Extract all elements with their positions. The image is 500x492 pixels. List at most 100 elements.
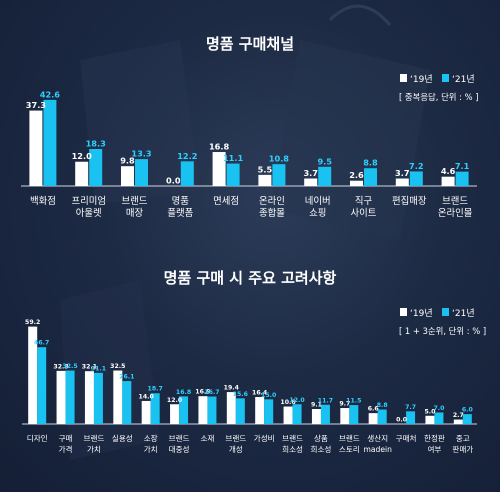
chart0-bar-19-8 xyxy=(395,178,409,186)
chart0-value-21-8: 7.2 xyxy=(409,161,424,171)
chart0-legend-swatch-19 xyxy=(400,74,407,82)
chart1-category-label-9: 희소성 xyxy=(282,444,303,454)
chart1-legend-swatch-19 xyxy=(400,308,407,316)
chart0-category-label-5: 종합몰 xyxy=(259,208,285,219)
chart0-value-21-2: 13.3 xyxy=(131,149,152,159)
chart1-value-21-7: 15.6 xyxy=(233,391,248,398)
chart1-category-label-2: 브랜드 xyxy=(83,433,104,443)
chart0-bar-21-1 xyxy=(89,148,103,186)
chart0-value-19-3: 0.0 xyxy=(166,176,181,186)
chart1-bar-19-4 xyxy=(141,400,151,424)
chart0-value-21-0: 42.6 xyxy=(40,89,61,99)
chart1-bar-19-11 xyxy=(340,408,350,424)
chart1-bar-21-12 xyxy=(377,409,387,424)
chart1-category-label-11: 스토리 xyxy=(339,445,360,454)
chart1-category-label-5: 브랜드 xyxy=(169,433,190,443)
chart0-bar-21-6 xyxy=(318,166,332,186)
chart1-bar-21-14 xyxy=(434,412,444,424)
chart1-bar-21-10 xyxy=(320,404,330,424)
chart1-value-19-4: 14.0 xyxy=(139,393,155,400)
chart0-value-19-8: 3.7 xyxy=(395,168,410,178)
chart1-category-label-7: 브랜드 xyxy=(225,433,246,443)
chart1-legend-label-19: ‘19년 xyxy=(410,308,433,319)
chart1-category-label-5: 대중성 xyxy=(169,445,190,454)
chart1-category-label-14: 여부 xyxy=(427,444,441,454)
chart1-value-21-9: 12.0 xyxy=(289,397,305,404)
chart0-bar-19-9 xyxy=(441,176,455,186)
chart0-category-label-9: 온라인몰 xyxy=(438,208,473,219)
chart1-value-19-15: 2.7 xyxy=(453,412,464,419)
chart1-value-21-10: 11.7 xyxy=(318,397,333,404)
chart1-bar-19-15 xyxy=(453,419,463,424)
chart0-category-label-5: 온라인 xyxy=(259,196,285,207)
chart0-category-label-0: 백화점 xyxy=(30,195,56,207)
chart1-category-label-1: 구매 xyxy=(59,434,73,443)
chart1-category-label-4: 가치 xyxy=(144,445,158,454)
chart0-value-21-7: 8.8 xyxy=(363,158,378,168)
chart1-category-label-1: 가격 xyxy=(59,444,73,454)
chart1-value-21-8: 15.0 xyxy=(261,392,277,399)
chart0-bar-19-2 xyxy=(121,166,134,186)
chart1-unit-note: [ 1 + 3순위, 단위 : % ] xyxy=(399,326,486,336)
chart1-title: 명품 구매 시 주요 고려사항 xyxy=(164,269,337,287)
chart0-legend-label-21: ‘21년 xyxy=(452,74,475,85)
chart1-category-label-12: madein xyxy=(363,445,392,454)
chart1-value-21-2: 31.1 xyxy=(91,365,106,372)
chart1-value-19-12: 6.6 xyxy=(368,406,379,413)
chart0-value-21-6: 9.5 xyxy=(317,156,332,166)
chart0-category-label-4: 면세점 xyxy=(213,195,239,207)
chart1-value-19-13: 0.0 xyxy=(396,417,408,424)
chart0-bar-21-7 xyxy=(364,168,377,186)
chart1-bar-21-3 xyxy=(122,381,132,424)
chart0-unit-note: [ 중복응답, 단위 : % ] xyxy=(399,92,479,102)
chart0-category-label-7: 사이트 xyxy=(351,208,377,219)
chart0-category-label-3: 명품 xyxy=(172,196,190,207)
chart1-bar-19-1 xyxy=(56,370,66,424)
chart1-bar-21-6 xyxy=(207,396,217,424)
chart1-value-21-13: 7.7 xyxy=(405,404,416,411)
chart1-category-label-15: 중고 xyxy=(456,434,470,443)
chart1-bar-19-10 xyxy=(311,409,321,424)
chart1-bar-21-11 xyxy=(349,405,359,424)
chart1-category-label-8: 가성비 xyxy=(254,434,275,443)
chart0-value-21-3: 12.2 xyxy=(177,151,197,161)
chart0-bar-19-1 xyxy=(75,161,89,186)
chart1-value-21-3: 26.1 xyxy=(119,374,134,381)
chart1-value-21-6: 16.7 xyxy=(204,389,219,396)
chart1-legend-label-21: ‘21년 xyxy=(452,308,475,319)
chart0-bar-19-0 xyxy=(29,110,43,186)
chart1-bar-21-5 xyxy=(179,396,189,424)
chart0-category-label-6: 쇼핑 xyxy=(309,208,326,219)
chart1-value-19-9: 10.6 xyxy=(280,399,295,406)
chart1-bar-19-5 xyxy=(170,404,180,424)
chart1-bar-19-3 xyxy=(113,370,123,424)
chart1-category-label-9: 브랜드 xyxy=(282,433,303,443)
chart0-value-19-7: 2.6 xyxy=(349,170,364,180)
chart0-bar-19-5 xyxy=(258,174,272,186)
chart0-bar-21-2 xyxy=(135,159,148,186)
chart1-value-21-5: 16.8 xyxy=(176,389,191,396)
chart0-value-19-9: 4.6 xyxy=(441,166,456,176)
chart0-value-19-2: 9.8 xyxy=(120,156,135,166)
chart1-value-21-1: 32.5 xyxy=(62,363,77,370)
chart1-category-label-2: 가치 xyxy=(87,445,101,454)
chart1-bar-21-0 xyxy=(37,347,47,424)
chart0-bar-19-6 xyxy=(304,178,318,186)
chart1-bar-19-12 xyxy=(368,413,378,424)
chart1-category-label-10: 상품 xyxy=(314,433,328,443)
chart1-value-19-3: 32.5 xyxy=(110,363,125,370)
chart1-bar-19-2 xyxy=(84,371,94,424)
chart1-category-label-0: 디자인 xyxy=(27,433,48,443)
chart1-value-19-6: 16.9 xyxy=(195,389,210,396)
chart1-bar-19-9 xyxy=(283,406,293,424)
chart1-bar-21-15 xyxy=(462,414,472,424)
chart1-category-label-13: 구매처 xyxy=(396,434,417,443)
chart1-category-label-7: 개성 xyxy=(229,444,243,454)
chart1-value-19-1: 32.3 xyxy=(53,363,68,370)
chart0-bar-21-5 xyxy=(272,164,286,186)
chart0-category-label-2: 매장 xyxy=(126,208,144,219)
chart1-bar-21-2 xyxy=(93,372,103,424)
chart1-value-19-5: 12.0 xyxy=(167,397,183,404)
